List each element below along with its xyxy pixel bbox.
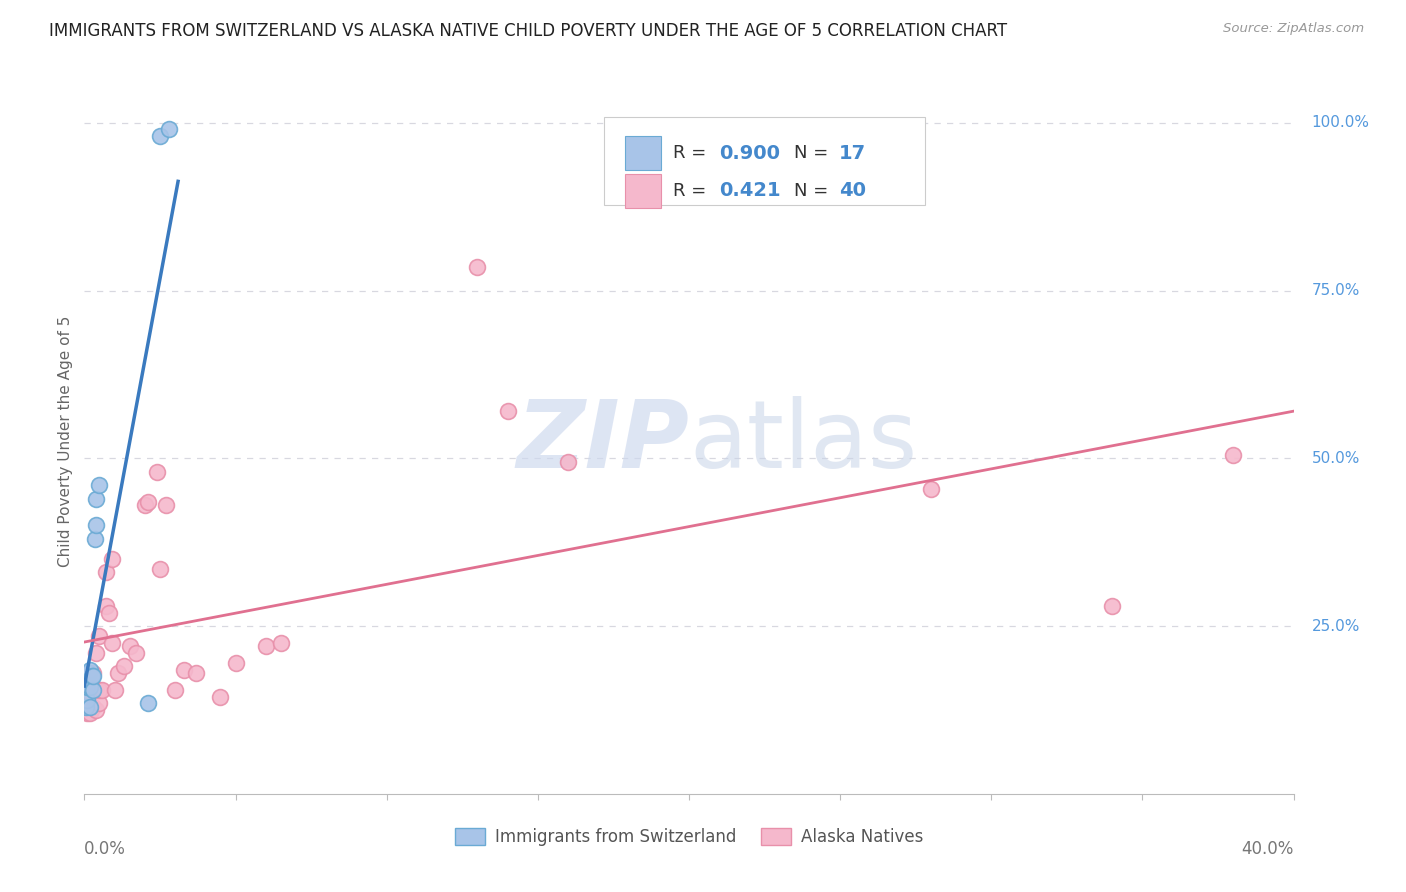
Text: 75.0%: 75.0% — [1312, 283, 1360, 298]
FancyBboxPatch shape — [624, 136, 661, 170]
Point — [89, 629, 111, 643]
Point — [76, 693, 98, 707]
Point — [89, 682, 111, 697]
Point — [89, 478, 111, 492]
Text: N =: N = — [794, 182, 834, 200]
Text: Source: ZipAtlas.com: Source: ZipAtlas.com — [1223, 22, 1364, 36]
Point — [118, 639, 141, 653]
Text: 25.0%: 25.0% — [1312, 618, 1360, 633]
Point — [104, 682, 127, 697]
Point — [86, 703, 108, 717]
Point — [112, 659, 135, 673]
Point — [467, 260, 489, 274]
Point — [86, 491, 108, 506]
Text: 0.421: 0.421 — [720, 181, 780, 200]
Text: N =: N = — [794, 145, 834, 162]
Point — [270, 636, 292, 650]
Point — [79, 706, 101, 721]
Point — [125, 646, 148, 660]
Point — [76, 706, 98, 721]
Point — [91, 682, 114, 697]
Point — [1101, 599, 1123, 613]
Point — [82, 699, 104, 714]
Point — [165, 682, 187, 697]
Point — [920, 482, 942, 496]
Point — [149, 129, 172, 144]
Point — [97, 606, 120, 620]
Point — [149, 562, 172, 576]
Point — [82, 682, 104, 697]
FancyBboxPatch shape — [605, 118, 925, 205]
Point — [76, 680, 98, 694]
Point — [136, 495, 159, 509]
Point — [86, 518, 108, 533]
Point — [1222, 448, 1244, 462]
Legend: Immigrants from Switzerland, Alaska Natives: Immigrants from Switzerland, Alaska Nati… — [449, 821, 929, 853]
Text: 40: 40 — [839, 181, 866, 200]
Point — [82, 669, 104, 683]
Point — [84, 532, 107, 546]
Text: 50.0%: 50.0% — [1312, 450, 1360, 466]
Point — [186, 666, 208, 681]
Point — [107, 666, 129, 681]
Text: ZIP: ZIP — [516, 395, 689, 488]
Point — [136, 696, 159, 710]
Point — [89, 696, 111, 710]
Text: IMMIGRANTS FROM SWITZERLAND VS ALASKA NATIVE CHILD POVERTY UNDER THE AGE OF 5 CO: IMMIGRANTS FROM SWITZERLAND VS ALASKA NA… — [49, 22, 1007, 40]
Point — [86, 682, 108, 697]
Point — [225, 656, 247, 670]
Point — [209, 690, 232, 704]
Point — [146, 465, 169, 479]
Text: R =: R = — [673, 182, 713, 200]
Point — [94, 566, 117, 580]
Y-axis label: Child Poverty Under the Age of 5: Child Poverty Under the Age of 5 — [58, 316, 73, 567]
Point — [86, 646, 108, 660]
Point — [157, 122, 180, 136]
Point — [100, 636, 122, 650]
Text: 40.0%: 40.0% — [1241, 839, 1294, 858]
Point — [134, 498, 156, 512]
Text: atlas: atlas — [689, 395, 917, 488]
Point — [79, 663, 101, 677]
Point — [173, 663, 195, 677]
FancyBboxPatch shape — [624, 174, 661, 208]
Point — [79, 699, 101, 714]
Point — [254, 639, 277, 653]
Point — [75, 699, 97, 714]
Point — [100, 552, 122, 566]
Text: 17: 17 — [839, 144, 866, 163]
Point — [77, 666, 100, 681]
Point — [94, 599, 117, 613]
Point — [80, 669, 103, 683]
Text: 100.0%: 100.0% — [1312, 115, 1369, 130]
Text: 0.0%: 0.0% — [84, 839, 127, 858]
Point — [155, 498, 177, 512]
Point — [79, 680, 101, 694]
Point — [79, 686, 101, 700]
Text: R =: R = — [673, 145, 713, 162]
Point — [557, 455, 579, 469]
Point — [82, 666, 104, 681]
Point — [496, 404, 519, 418]
Text: 0.900: 0.900 — [720, 144, 780, 163]
